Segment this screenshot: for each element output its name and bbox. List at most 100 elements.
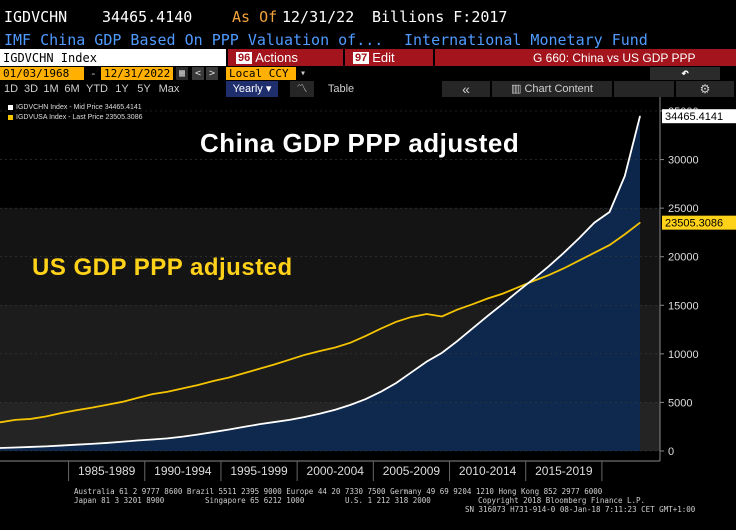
undo-icon[interactable]: ↶	[650, 67, 720, 80]
x-tick-label: 2010-2014	[459, 464, 517, 478]
frequency-select[interactable]: Yearly ▾	[226, 81, 278, 97]
period-tab-6m[interactable]: 6M	[64, 83, 80, 95]
currency-select[interactable]: Local CCY	[226, 67, 296, 80]
china-point	[532, 278, 534, 280]
us-point	[624, 233, 626, 235]
us-point	[182, 387, 184, 389]
china-point	[288, 419, 291, 421]
china-point	[182, 436, 184, 438]
china-point	[197, 433, 199, 436]
x-tick-label: 1995-1999	[230, 464, 288, 478]
chart-toolbar: 1D 3D 1M 6M YTD 1Y 5Y Max Yearly ▾ 〽 Table « ▥ …	[0, 81, 736, 97]
currency-caret-icon[interactable]: ▾	[297, 67, 309, 80]
us-point	[563, 267, 565, 269]
edit-menu[interactable]: 97 Edit	[345, 49, 433, 66]
us-point	[258, 368, 260, 370]
period-tab-ytd[interactable]: YTD	[86, 83, 108, 95]
us-point	[0, 421, 1, 423]
blank-toolbar-button[interactable]	[614, 81, 674, 97]
us-point	[395, 321, 397, 323]
china-point	[410, 371, 413, 373]
us-point	[14, 419, 16, 421]
china-point	[593, 222, 595, 224]
us-point	[547, 274, 550, 276]
china-point	[106, 442, 108, 444]
as-of-date: 12/31/22	[282, 8, 355, 26]
china-area-fill	[0, 116, 640, 452]
chart-icon[interactable]: 〽	[290, 81, 314, 97]
legend-us-name: IGDVUSA Index - Last Price	[16, 114, 104, 121]
settings-icon[interactable]: ⚙	[676, 81, 734, 97]
us-point	[471, 303, 473, 305]
x-tick-label: 2015-2019	[535, 464, 593, 478]
chart-svg: 0500010000150002000025000300003500034465…	[0, 97, 736, 481]
china-point	[456, 340, 458, 342]
us-point	[273, 363, 275, 366]
legend-us: IGDVUSA Index - Last Price 23505.3086	[8, 114, 142, 121]
us-point	[578, 260, 580, 262]
legend-china: IGDVCHN Index - Mid Price 34465.4141	[8, 104, 142, 111]
china-point	[563, 252, 565, 254]
china-point	[380, 391, 382, 393]
end-date-input[interactable]: 12/31/2022	[101, 67, 173, 80]
us-point	[212, 380, 214, 382]
footer-copyright: Copyright 2018 Bloomberg Finance L.P.	[478, 496, 646, 505]
prev-arrow-icon[interactable]: <	[192, 67, 204, 80]
us-point	[349, 342, 352, 344]
us-point	[365, 335, 367, 337]
us-point	[136, 397, 138, 399]
y-tick-label: 0	[668, 446, 674, 458]
y-tick-label: 5000	[668, 397, 692, 409]
description-row: IMF China GDP Based On PPP Valuation of.…	[0, 30, 736, 49]
period-tab-1m[interactable]: 1M	[43, 83, 59, 95]
china-point	[29, 446, 32, 448]
security-header: IGDVCHN 34465.4140 As Of 12/31/22 Billio…	[0, 0, 736, 30]
china-point	[319, 413, 321, 415]
legend-china-swatch	[8, 105, 13, 110]
chart-area: 0500010000150002000025000300003500034465…	[0, 97, 736, 481]
us-point	[243, 372, 245, 374]
legend-china-name: IGDVCHN Index - Mid Price	[16, 104, 103, 111]
china-point	[304, 416, 306, 418]
actions-menu[interactable]: 96 Actions	[228, 49, 343, 66]
period-tab-5y[interactable]: 5Y	[137, 83, 151, 95]
china-point	[151, 438, 153, 441]
china-point	[75, 444, 77, 446]
security-field-text: IGDVCHN Index	[3, 50, 97, 65]
china-point	[517, 290, 519, 292]
collapse-icon[interactable]: «	[442, 81, 490, 97]
us-point	[60, 412, 62, 414]
table-button[interactable]: Table	[327, 83, 355, 95]
ticker: IGDVCHN	[4, 8, 68, 26]
china-point	[426, 361, 428, 363]
us-point	[517, 286, 519, 288]
chart-content-icon: ▥	[511, 83, 522, 95]
calendar-icon[interactable]: ▦	[176, 67, 188, 80]
china-point	[349, 404, 352, 406]
china-last-label: 34465.4141	[665, 111, 723, 123]
period-tab-max[interactable]: Max	[158, 83, 180, 95]
china-point	[212, 431, 214, 433]
x-tick-label: 2005-2009	[383, 464, 441, 478]
us-point	[121, 401, 123, 403]
us-point	[75, 409, 77, 411]
last-value: 34465.4140	[102, 8, 193, 26]
footer-session: SN 316073 H731-914-0 08-Jan-18 7:11:23 C…	[465, 505, 696, 514]
china-point	[121, 441, 123, 443]
period-tab-1d[interactable]: 1D	[3, 83, 19, 95]
period-tab-3d[interactable]: 3D	[23, 83, 39, 95]
china-point	[624, 175, 626, 177]
us-point	[29, 418, 32, 420]
us-point	[319, 350, 321, 352]
frequency-caret-icon: ▾	[265, 83, 272, 95]
china-point	[334, 409, 336, 411]
next-arrow-icon[interactable]: >	[206, 67, 218, 80]
china-point	[273, 421, 275, 423]
chart-content-button[interactable]: ▥ Chart Content	[492, 81, 612, 97]
us-point	[151, 393, 153, 395]
start-date-input[interactable]: 01/03/1968	[0, 67, 84, 80]
period-tab-1y[interactable]: 1Y	[115, 83, 129, 95]
plot-bg-top	[0, 97, 660, 209]
us-point	[532, 280, 534, 282]
security-field[interactable]: IGDVCHN Index	[0, 49, 226, 66]
